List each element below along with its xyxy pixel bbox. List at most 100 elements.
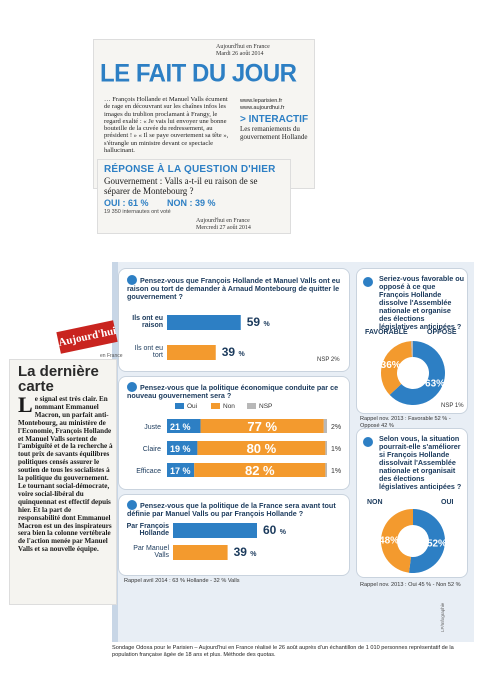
donut1-slice-favorable [389,341,445,405]
q1-question: Pensez-vous que François Hollande et Man… [127,275,341,301]
legend-swatch-nsp [247,403,256,409]
q2-row-label: Claire [143,446,161,453]
interactif-subtitle: Les remaniements du gouvernement Holland… [240,125,308,141]
q2-value-oui: 21 % [170,422,191,432]
legend-swatch-non [211,403,220,409]
q3-value-valls: 39 % [233,545,257,559]
q1-value-tort: 39 % [221,345,245,359]
q2-stacked-bars: Juste 21 % 77 % 2% Claire 19 % 80 % 1% Efficace 1… [136,419,341,478]
q3-box: Pensez-vous que la politique de la Franc… [118,494,350,576]
q3-value-hollande: 60 % [263,523,286,537]
side1-favorable-label: FAVORABLE [365,329,408,336]
q2-bar-non [200,419,324,433]
donut1-slice-oppose [381,341,412,395]
q1-label-tort: Ils ont eu tort [134,345,163,359]
donut2-slice-non [380,509,413,573]
reponse-results: OUI : 61 % NON : 39 % [104,198,232,208]
q2-value-nsp: 1% [331,468,341,475]
q1-bar-raison [167,315,241,330]
reponse-title: RÉPONSE À LA QUESTION D'HIER [104,164,276,175]
q2-value-nsp: 2% [331,424,341,431]
poll-methodology: Sondage Odoxa pour le Parisien – Aujourd… [112,645,454,658]
q1-nsp: NSP 2% [317,357,340,363]
aujourdhui-logo: Aujourd'hui [56,320,118,354]
headline: LE FAIT DU JOUR [100,59,297,88]
q1-bar-tort [167,345,216,360]
q1-bars [167,315,241,360]
url-leparisien[interactable]: www.leparisien.fr [240,98,283,104]
q3-bar-hollande [173,523,257,538]
donut2-slice-non-value: 48% [379,535,399,546]
q3-question: Pensez-vous que la politique de la Franc… [127,500,336,518]
website-urls: www.leparisien.fr www.aujourdhui.fr [240,98,284,111]
url-aujourdhui[interactable]: www.aujourdhui.fr [240,104,285,111]
q2-bar-non [197,441,326,455]
q3-note: Rappel avril 2014 : 63 % Hollande - 32 %… [124,578,240,584]
q3-bars [173,523,257,560]
q2-row-label: Efficace [136,468,161,475]
legend-swatch-oui [175,403,184,409]
legend-non: Non [211,403,235,410]
q2-bar-oui [167,463,195,477]
q3-bar-valls [173,545,228,560]
question-bullet-icon [127,500,137,510]
side1-box: Seriez-vous favorable ou opposé à ce que… [356,268,468,414]
donut1-slice-nsp [410,341,413,358]
q2-value-non: 77 % [247,419,277,434]
q2-bar-non [194,463,326,477]
q1-value-raison: 59 % [246,315,270,329]
question-bullet-icon [363,277,373,287]
reponse-clipping: RÉPONSE À LA QUESTION D'HIER Gouvernemen… [98,160,290,233]
lead-paragraph: … François Hollande et Manuel Valls écum… [104,96,229,155]
q2-value-oui: 17 % [170,466,191,476]
source-date: Aujourd'hui en France Mardi 26 août 2014 [216,44,270,57]
q2-value-oui: 19 % [170,444,191,454]
donut2-slice-oui [408,509,445,573]
q1-label-raison: Ils ont eu raison [132,315,163,329]
q2-value-non: 80 % [247,441,277,456]
q3-label-valls: Par Manuel Valls [133,545,169,559]
side2-box: Selon vous, la situation pourrait-elle s… [356,428,468,578]
donut1-slice-favorable-value: 63% [425,379,445,390]
reponse-question: Gouvernement : Valls a-t-il eu raison de… [104,176,258,196]
reponse-oui: OUI : 61 % [104,198,149,208]
carte-title: La dernière carte [18,363,99,395]
q2-value-nsp: 1% [331,446,341,453]
q2-bar-nsp [323,419,327,433]
legend-nsp: NSP [247,403,272,410]
side1-oppose-label: OPPOSÉ [427,329,457,336]
q2-bar-nsp [325,463,327,477]
reponse-votes: 19 350 internautes ont voté [104,209,171,215]
reponse-non: NON : 39 % [167,198,216,208]
side1-note: Rappel nov. 2013 : Favorable 52 % - Oppo… [360,416,451,429]
interactif-label: > INTERACTIF [240,114,309,125]
q2-question: Pensez-vous que la politique économique … [127,382,339,400]
poll-panel: Pensez-vous que François Hollande et Man… [112,262,474,642]
question-bullet-icon [127,382,137,392]
q2-bar-oui [167,441,198,455]
aujourdhui-logo-sub: en France [100,353,123,359]
side2-donut: 52% 48% [379,509,447,573]
side1-donut: 63% 36% [381,341,445,405]
credit: LP/Infographie [440,602,445,632]
side2-non-label: NON [367,499,383,506]
side2-oui-label: OUI [441,499,454,506]
question-bullet-icon [363,437,373,447]
q2-bar-nsp [325,441,327,455]
q2-box: Pensez-vous que la politique économique … [118,376,350,490]
donut1-slice-oppose-value: 36% [381,360,401,371]
side1-question: Seriez-vous favorable ou opposé à ce que… [379,274,465,331]
donut2-slice-oui-value: 52% [427,539,447,550]
side2-question: Selon vous, la situation pourrait-elle s… [379,434,462,491]
question-bullet-icon [127,275,137,285]
q2-bar-oui [167,419,201,433]
dropcap: L [18,392,33,417]
q1-box: Pensez-vous que François Hollande et Man… [118,268,350,372]
q2-value-non: 82 % [245,463,275,478]
q2-row-label: Juste [144,424,161,431]
reponse-source: Aujourd'hui en France Mercredi 27 août 2… [196,218,251,231]
legend-oui: Oui [175,403,197,410]
side1-nsp: NSP 1% [441,403,464,409]
